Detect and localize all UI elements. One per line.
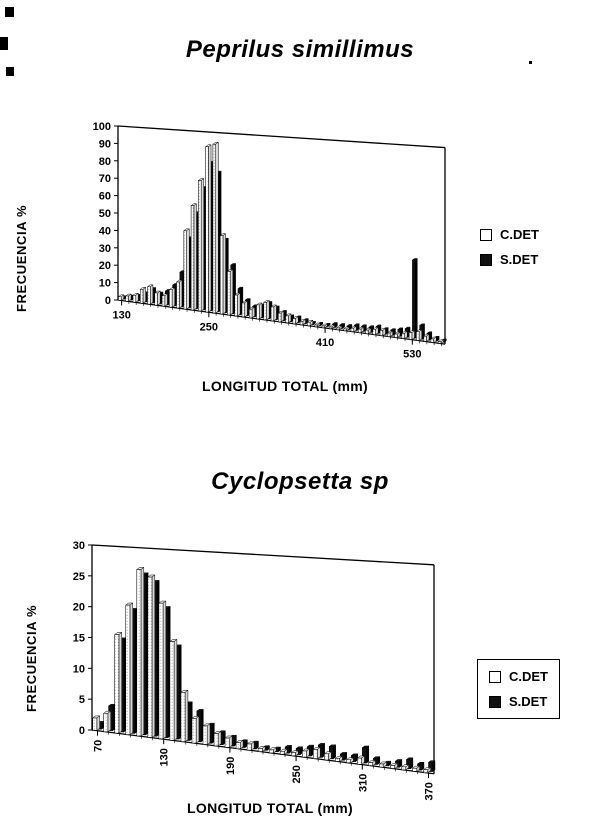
svg-text:15: 15 <box>73 633 85 645</box>
sdet-swatch <box>489 695 501 708</box>
legend-item-cdet: C.DET <box>480 227 539 242</box>
bars <box>117 141 448 344</box>
sdet-swatch <box>480 253 492 266</box>
scan-artifact <box>0 37 8 50</box>
svg-text:70: 70 <box>99 173 111 185</box>
svg-text:130: 130 <box>112 309 130 321</box>
legend-cyclopsetta: C.DET S.DET <box>477 659 560 719</box>
svg-text:40: 40 <box>99 225 111 237</box>
svg-text:310: 310 <box>357 774 369 792</box>
svg-text:60: 60 <box>99 191 111 203</box>
legend-item-sdet: S.DET <box>489 694 548 709</box>
scan-speck <box>529 61 532 64</box>
svg-text:80: 80 <box>99 156 111 168</box>
svg-text:50: 50 <box>99 208 111 220</box>
legend-label-cdet: C.DET <box>509 669 548 684</box>
svg-text:0: 0 <box>79 725 85 737</box>
legend-item-sdet: S.DET <box>480 252 539 267</box>
tick-labels: 0 10 20 30 40 50 60 70 80 90 100 130 250 410 530 <box>93 121 442 361</box>
x-axis-label-cyclopsetta: LONGITUD TOTAL (mm) <box>187 800 353 816</box>
legend-label-sdet: S.DET <box>500 252 539 267</box>
svg-text:20: 20 <box>73 602 85 614</box>
svg-text:70: 70 <box>93 740 105 752</box>
svg-text:10: 10 <box>73 663 85 675</box>
svg-text:10: 10 <box>99 278 111 290</box>
svg-text:370: 370 <box>423 782 435 800</box>
svg-text:30: 30 <box>73 540 85 552</box>
svg-text:410: 410 <box>316 337 334 349</box>
bars <box>91 566 436 774</box>
chart-title-peprilus: Peprilus simillimus <box>185 36 415 63</box>
svg-text:90: 90 <box>99 138 111 150</box>
svg-text:130: 130 <box>159 748 171 766</box>
legend-label-sdet: S.DET <box>509 694 548 709</box>
scan-artifact <box>6 67 14 76</box>
svg-text:250: 250 <box>200 321 218 333</box>
x-axis-label-peprilus: LONGITUD TOTAL (mm) <box>202 378 368 394</box>
svg-text:30: 30 <box>99 243 111 255</box>
legend-item-cdet: C.DET <box>489 669 548 684</box>
svg-text:100: 100 <box>93 121 111 133</box>
cdet-swatch <box>489 670 501 683</box>
chart-peprilus-simillimus: 0 10 20 30 40 50 60 70 80 90 100 130 250 410 530 <box>93 121 448 361</box>
svg-text:20: 20 <box>99 260 111 272</box>
chart-title-cyclopsetta: Cyclopsetta sp <box>211 468 389 495</box>
svg-text:5: 5 <box>79 694 85 706</box>
cdet-swatch <box>480 228 492 241</box>
svg-text:0: 0 <box>105 295 111 307</box>
legend-peprilus: C.DET S.DET <box>480 227 539 267</box>
scan-artifact <box>5 7 14 17</box>
svg-text:190: 190 <box>225 757 237 775</box>
svg-text:250: 250 <box>291 765 303 783</box>
svg-text:25: 25 <box>73 571 85 583</box>
chart-cyclopsetta-sp: 0 5 10 15 20 25 30 70 130 190 250 310 370 <box>73 540 436 800</box>
tick-labels: 0 5 10 15 20 25 30 70 130 190 250 310 370 <box>73 540 436 800</box>
legend-label-cdet: C.DET <box>500 227 539 242</box>
svg-text:530: 530 <box>403 349 421 361</box>
